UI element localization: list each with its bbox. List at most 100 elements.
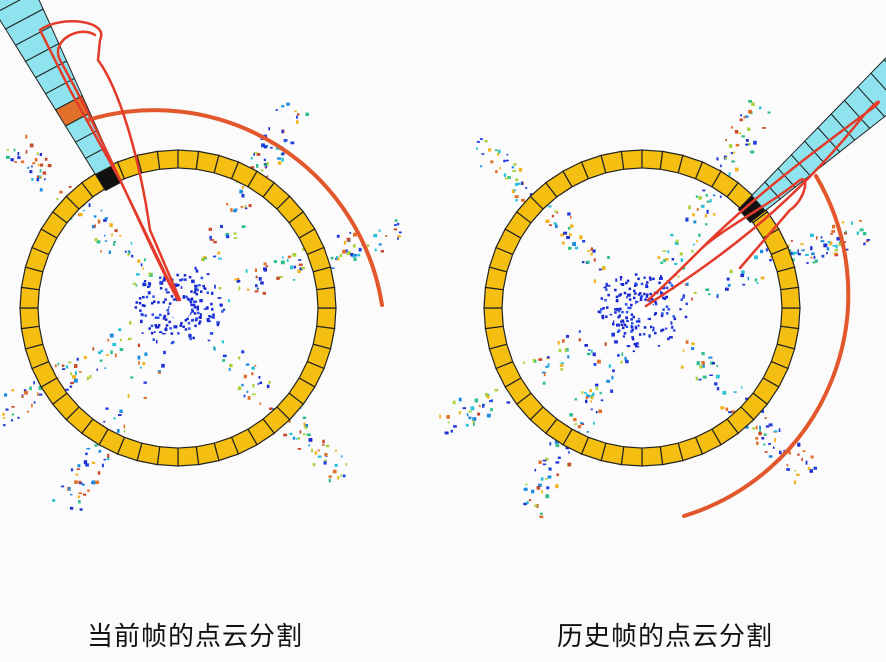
lidar-point: [25, 149, 28, 154]
lidar-point: [137, 355, 141, 360]
lidar-point: [632, 350, 636, 353]
lidar-point: [129, 321, 132, 325]
lidar-point: [201, 258, 205, 262]
lidar-point: [157, 324, 161, 327]
lidar-point: [44, 157, 48, 161]
lidar-point: [472, 420, 475, 424]
lidar-point: [296, 437, 299, 440]
lidar-point: [759, 428, 761, 433]
lidar-point: [682, 349, 685, 352]
lidar-point: [623, 291, 627, 295]
lidar-point: [753, 140, 757, 145]
lidar-point: [166, 309, 169, 312]
lidar-point: [807, 467, 811, 470]
ring-bin: [20, 325, 44, 350]
lidar-point: [269, 407, 273, 410]
lidar-point: [630, 318, 633, 321]
lidar-point: [4, 393, 8, 397]
lidar-point: [620, 323, 624, 327]
lidar-point: [692, 213, 695, 217]
lidar-point: [296, 120, 299, 124]
lidar-point: [180, 322, 183, 325]
lidar-point: [716, 365, 719, 367]
lidar-point: [378, 243, 382, 246]
lidar-point: [208, 315, 211, 318]
lidar-point: [266, 162, 269, 166]
lidar-point: [283, 433, 288, 437]
lidar-point: [251, 393, 256, 396]
lidar-point: [322, 439, 325, 444]
point-cloud: [439, 100, 871, 519]
lidar-point: [505, 159, 509, 162]
lidar-point: [196, 288, 199, 292]
lidar-point: [468, 410, 472, 413]
lidar-point: [589, 389, 592, 393]
lidar-point: [762, 127, 767, 129]
lidar-point: [662, 250, 667, 252]
lidar-point: [112, 342, 117, 347]
lidar-point: [186, 317, 189, 321]
lidar-point: [637, 317, 641, 320]
lidar-point: [620, 320, 623, 323]
lidar-point: [747, 276, 750, 281]
lidar-point: [630, 325, 634, 329]
lidar-point: [190, 303, 193, 307]
lidar-point: [105, 407, 109, 410]
lidar-point: [3, 424, 6, 427]
lidar-point: [705, 223, 708, 226]
lidar-point: [228, 368, 231, 371]
lidar-point: [630, 303, 633, 307]
lidar-point: [33, 401, 36, 404]
lidar-point: [130, 376, 134, 379]
lidar-point: [768, 455, 773, 458]
lidar-point: [648, 334, 651, 338]
lidar-point: [763, 433, 767, 436]
lidar-point: [489, 400, 493, 403]
lidar-point: [494, 389, 499, 392]
lidar-point: [515, 198, 518, 202]
lidar-point: [660, 314, 664, 318]
lidar-point: [588, 349, 591, 351]
lidar-point: [246, 288, 250, 291]
lidar-point: [611, 332, 615, 337]
lidar-point: [225, 233, 230, 236]
lidar-point: [162, 317, 166, 320]
lidar-point: [42, 171, 46, 175]
ring-bin: [484, 325, 508, 350]
lidar-point: [626, 345, 631, 348]
lidar-point: [578, 330, 581, 333]
lidar-point: [834, 249, 838, 252]
lidar-point: [353, 232, 357, 237]
lidar-point: [217, 297, 222, 299]
lidar-point: [810, 455, 814, 459]
lidar-point: [159, 331, 163, 334]
lidar-point: [487, 394, 490, 399]
lidar-point: [750, 150, 755, 154]
lidar-point: [77, 495, 81, 498]
lidar-point: [297, 448, 302, 450]
lidar-point: [482, 404, 485, 408]
lidar-point: [628, 298, 632, 301]
lidar-point: [131, 254, 134, 258]
lidar-point: [339, 254, 342, 258]
lidar-point: [593, 279, 596, 284]
lidar-point: [586, 260, 590, 264]
lidar-point: [73, 378, 78, 383]
lidar-point: [648, 317, 651, 321]
lidar-point: [187, 322, 191, 325]
lidar-point: [292, 436, 296, 440]
lidar-point: [127, 393, 130, 398]
lidar-point: [574, 423, 578, 425]
lidar-point: [845, 230, 847, 233]
lidar-point: [567, 355, 570, 359]
lidar-point: [532, 358, 536, 363]
lidar-point: [761, 437, 765, 440]
lidar-point: [151, 302, 154, 305]
lidar-point: [523, 502, 527, 506]
lidar-point: [478, 404, 481, 407]
lidar-point: [297, 113, 300, 116]
lidar-point: [77, 464, 81, 468]
lidar-point: [565, 348, 569, 352]
lidar-point: [256, 153, 261, 156]
